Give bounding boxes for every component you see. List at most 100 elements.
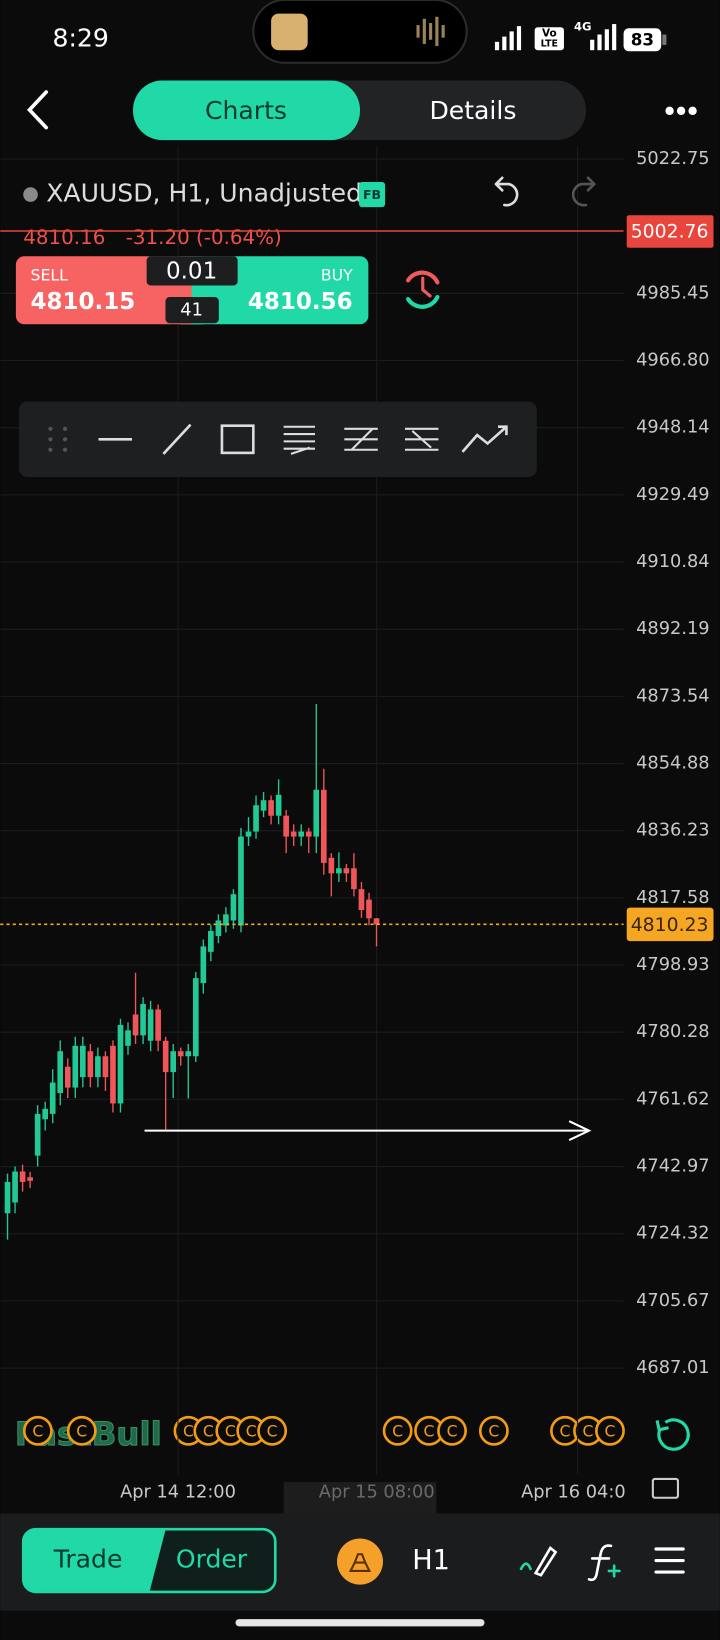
y-tick-label: 4836.23 (636, 820, 709, 841)
candle-body (4, 1181, 11, 1214)
event-marker (478, 1415, 509, 1446)
v-grid (177, 146, 579, 1475)
plot (4, 704, 380, 1240)
indicator-tool[interactable] (587, 1544, 621, 1582)
candle-body (305, 831, 312, 837)
event-marker-label: C (183, 1421, 194, 1440)
toolbar-handle[interactable] (48, 426, 68, 452)
gold-bars (348, 1553, 372, 1573)
order-button[interactable]: Order (176, 1545, 248, 1574)
sell-fill (180, 256, 192, 325)
candle-body (155, 1009, 161, 1041)
menu-button[interactable] (654, 1547, 685, 1574)
back-button[interactable] (26, 90, 49, 130)
candle-body (12, 1171, 18, 1203)
event-marker-label: C (560, 1421, 571, 1440)
candle-body (343, 868, 350, 874)
candle-body (34, 1113, 41, 1156)
candle-body (358, 889, 365, 911)
candle-body (290, 831, 297, 837)
event-marker-label: C (32, 1421, 43, 1440)
sell-price: 4810.15 (31, 289, 136, 315)
status-dot (23, 187, 38, 202)
event-marker-label: C (392, 1421, 403, 1440)
candle-body (328, 857, 335, 874)
battery (623, 28, 662, 52)
candle-body (87, 1051, 94, 1078)
y-tick-label: 4948.14 (636, 417, 709, 438)
timer-icon[interactable] (406, 270, 440, 309)
event-marker-label: C (488, 1421, 499, 1440)
dynamic-island (252, 0, 468, 64)
event-marker-label: C (76, 1421, 87, 1440)
y-tick-label: 4892.19 (636, 618, 709, 639)
price-change: -31.20 (-0.64%) (126, 226, 282, 249)
y-tick-label: 4854.88 (636, 753, 709, 774)
undo-button[interactable] (494, 176, 519, 207)
candle-body (192, 978, 199, 1057)
reset-view[interactable] (655, 1418, 690, 1451)
redo-button[interactable] (571, 176, 596, 207)
high-tag-label: 5002.76 (631, 222, 709, 243)
horizontal-ray[interactable] (144, 1120, 592, 1141)
y-tick-label: 5022.75 (636, 148, 709, 169)
toolbar-icons[interactable] (98, 423, 508, 455)
candle-body (275, 794, 282, 816)
candle-body (223, 914, 229, 926)
y-tick-label: 4985.45 (636, 282, 709, 303)
y-tick-label: 4929.49 (636, 484, 709, 505)
battery-tip (662, 34, 667, 45)
symbol-name[interactable]: XAUUSD, H1, Unadjusted (46, 179, 362, 208)
tab-details[interactable]: Details (429, 96, 516, 125)
tab-charts[interactable]: Charts (205, 96, 287, 125)
collapse-handle[interactable] (283, 1482, 437, 1514)
event-marker-label: C (604, 1421, 615, 1440)
buy-label: BUY (321, 266, 353, 285)
media-thumb (271, 13, 308, 51)
event-marker-label: C (583, 1421, 594, 1440)
sell-label: SELL (31, 266, 69, 285)
status-time: 8:29 (53, 24, 109, 53)
candle-body (253, 805, 259, 832)
candle-body (283, 815, 289, 837)
network-type: 4G (574, 20, 591, 34)
tab-active[interactable] (133, 80, 360, 141)
x-tick-label: Apr 16 04:0 (521, 1482, 626, 1503)
candle-body (140, 1004, 146, 1036)
trade-button[interactable]: Trade (53, 1545, 123, 1574)
candle-body (366, 899, 372, 919)
y-tick-label: 4817.58 (636, 887, 709, 908)
y-tick-label: 4687.01 (636, 1357, 709, 1378)
audio-wave (416, 16, 445, 47)
candle-body (125, 1030, 131, 1046)
y-tick-label: 4873.54 (636, 685, 709, 706)
timeframe[interactable]: H1 (412, 1545, 450, 1576)
y-tick-label: 4798.93 (636, 954, 709, 975)
lot-box[interactable] (146, 256, 238, 286)
candle-body (245, 831, 252, 837)
candle-body (260, 800, 267, 811)
event-marker-label: C (203, 1421, 214, 1440)
drawing-toolbar (19, 401, 537, 477)
event-marker (66, 1415, 97, 1446)
fb-badge-text: FB (363, 187, 381, 202)
event-marker-label: C (424, 1421, 435, 1440)
lot-size[interactable]: 0.01 (166, 258, 217, 284)
y-tick-label: 4966.80 (636, 349, 709, 370)
candle-body (102, 1056, 109, 1078)
overlay: 5002.76 4810.23 (0, 215, 714, 942)
last-price-tag-label: 4810.23 (631, 915, 709, 936)
more-button[interactable] (665, 106, 697, 116)
candle-body (95, 1056, 101, 1078)
event-marker (22, 1415, 53, 1446)
event-marker (382, 1415, 413, 1446)
candle-body (170, 1051, 177, 1073)
candle-body (200, 946, 207, 984)
high-tag (626, 215, 714, 248)
candle-body (147, 1009, 154, 1041)
draw-tool[interactable] (519, 1545, 558, 1577)
fullscreen-button[interactable] (651, 1477, 680, 1499)
candle-body (268, 800, 274, 816)
trade-active[interactable] (24, 1530, 166, 1591)
